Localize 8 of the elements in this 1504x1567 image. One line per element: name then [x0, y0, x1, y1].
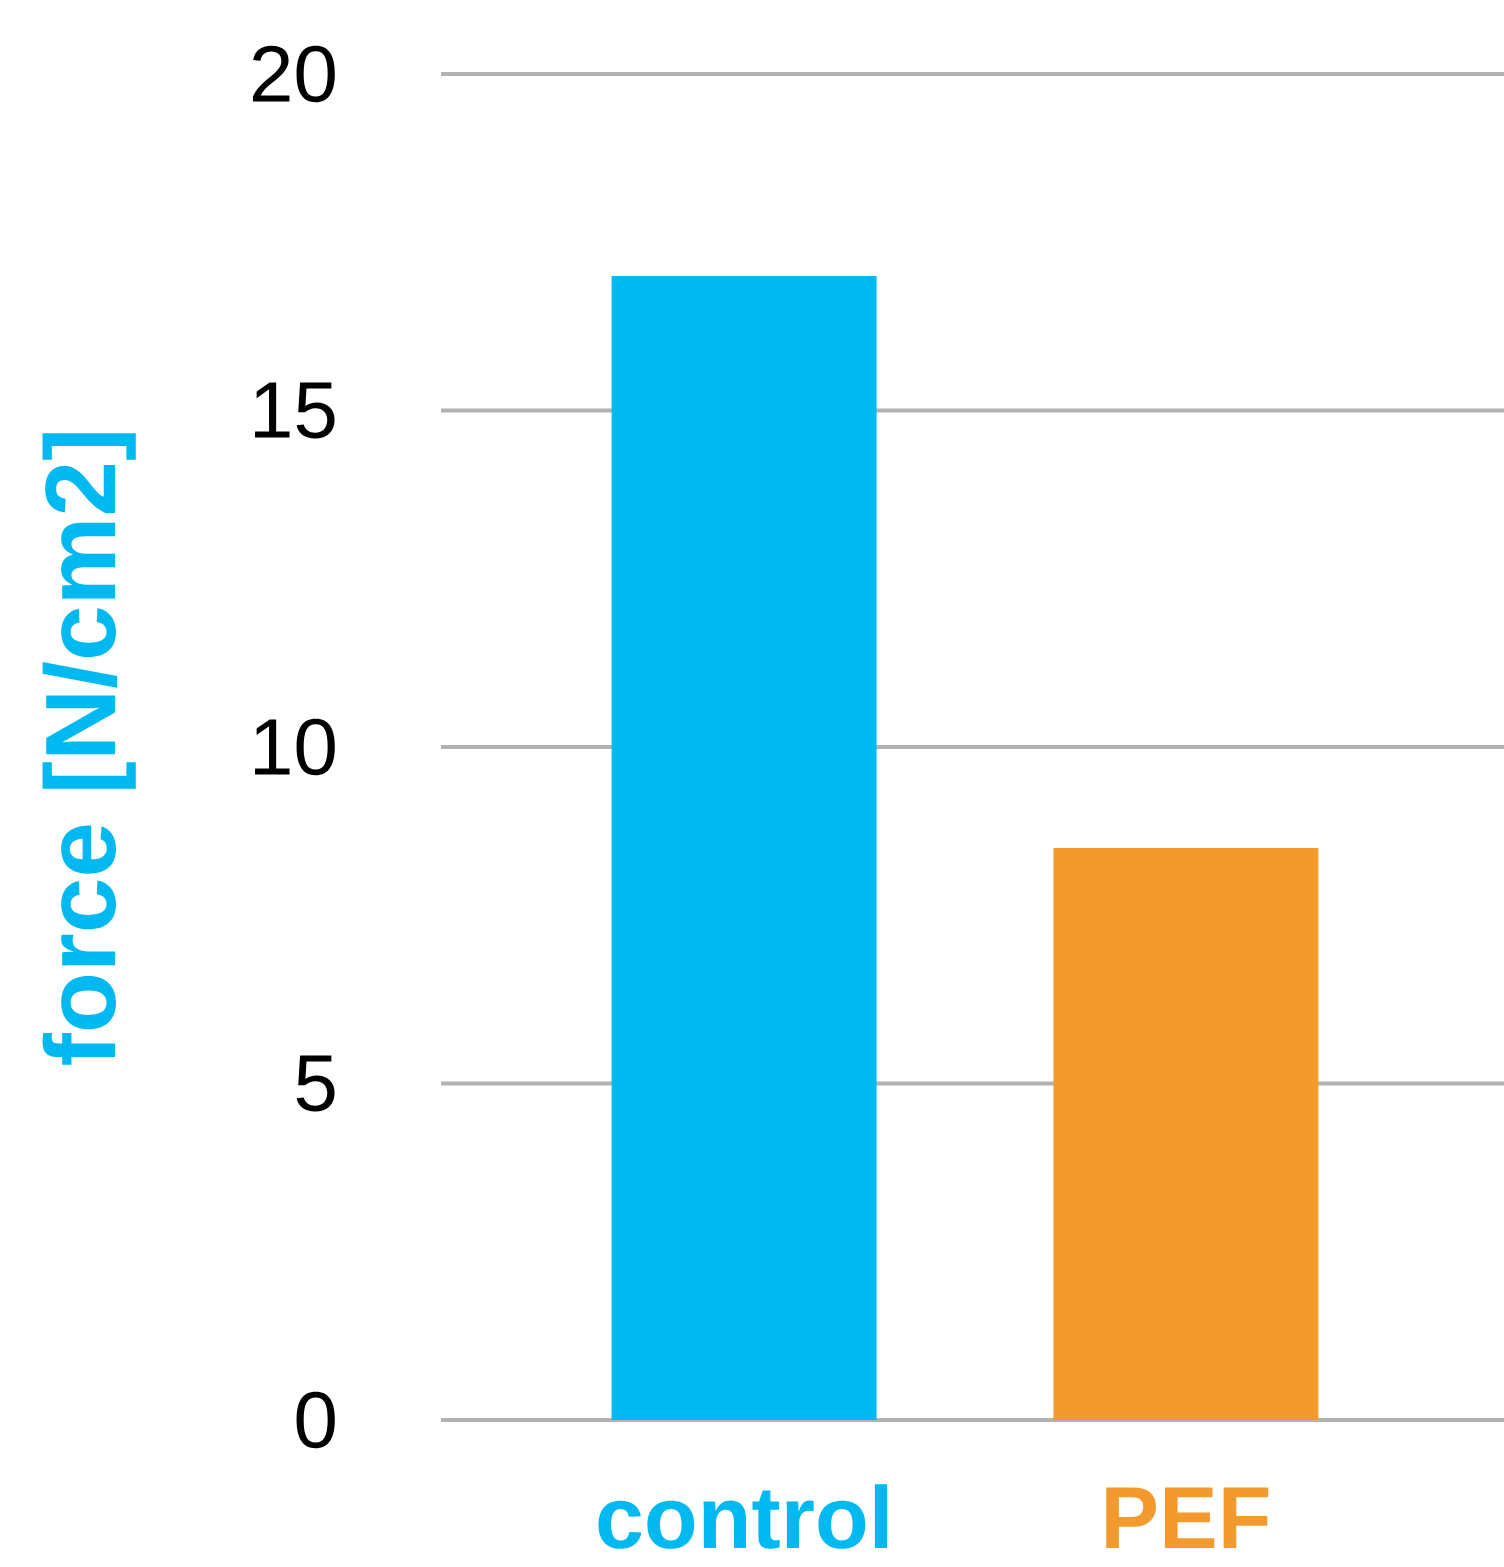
x-tick-label: control — [598, 1484, 887, 1549]
y-axis-title: force [N/cm2] — [42, 433, 136, 1065]
y-tick-label: 5 — [296, 1055, 335, 1112]
y-tick-label: 15 — [255, 382, 335, 439]
y-tick-label: 20 — [252, 45, 335, 103]
x-tick-label: PEF — [1106, 1487, 1269, 1548]
y-tick-label: 0 — [296, 1391, 335, 1449]
y-tick-label: 10 — [255, 718, 335, 776]
